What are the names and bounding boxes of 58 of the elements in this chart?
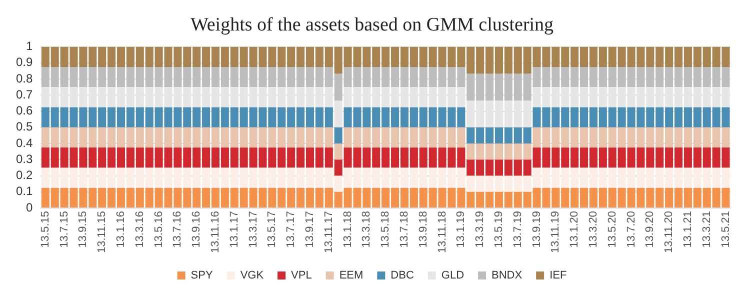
x-tick-label: 13.9.16 <box>190 211 203 248</box>
x-tick-label: 13.7.16 <box>172 211 184 248</box>
x-tick-label: 13.11.15 <box>96 211 108 254</box>
x-tick-label: 13.11.20 <box>663 211 676 254</box>
x-tick-label: 13.7.18 <box>398 211 411 248</box>
x-tick-label: 13.5.15 <box>39 211 52 248</box>
y-tick-label: 0.2 <box>16 168 33 182</box>
x-tick-label: 13.1.17 <box>228 211 240 248</box>
x-tick-label: 13.9.19 <box>530 211 543 248</box>
x-tick-label: 13.5.16 <box>152 211 165 248</box>
x-tick-label: 13.1.20 <box>568 211 581 248</box>
x-tick-label: 13.9.20 <box>644 211 656 248</box>
x-tick-label: 13.5.18 <box>380 211 392 248</box>
legend-label: IEF <box>550 270 567 282</box>
x-tick-label: 13.3.17 <box>247 211 260 248</box>
legend-label: SPY <box>190 270 214 282</box>
x-tick-label: 13.11.19 <box>550 211 562 254</box>
y-tick-label: 0.8 <box>16 71 33 86</box>
x-tick-label: 13.3.18 <box>360 211 373 248</box>
y-tick-label: 0.9 <box>16 55 33 70</box>
y-tick-label: 0.6 <box>16 104 33 118</box>
chart-title: Weights of the assets based on GMM clustering <box>190 14 554 36</box>
legend-label: GLD <box>441 270 464 282</box>
y-tick-label: 0.1 <box>16 184 33 198</box>
y-tick-label: 0.5 <box>16 120 33 134</box>
x-tick-label: 13.11.17 <box>322 211 335 254</box>
x-tick-label: 13.9.15 <box>77 211 90 248</box>
x-tick-label: 13.1.16 <box>115 211 128 248</box>
y-tick-label: 0.4 <box>16 136 33 150</box>
legend-label: BNDX <box>492 270 523 282</box>
x-tick-label: 13.3.20 <box>588 211 600 248</box>
y-tick-label: 0.7 <box>16 87 33 102</box>
x-tick-label: 13.9.18 <box>417 211 430 248</box>
x-tick-label: 13.11.16 <box>210 211 222 254</box>
bar <box>334 127 342 144</box>
x-tick-label: 13.5.21 <box>720 211 732 248</box>
x-tick-label: 13.7.17 <box>285 211 298 248</box>
x-tick-label: 13.7.20 <box>625 211 638 248</box>
x-tick-label: 13.5.19 <box>493 211 506 248</box>
x-tick-label: 13.7.19 <box>512 211 524 248</box>
y-tick-label: 0 <box>26 200 33 214</box>
x-tick-label: 13.11.18 <box>436 211 448 254</box>
x-tick-label: 13.7.15 <box>58 211 70 248</box>
x-tick-label: 13.3.21 <box>700 211 713 248</box>
legend-label: VGK <box>240 270 264 282</box>
legend-label: DBC <box>390 270 414 282</box>
x-tick-label: 13.3.16 <box>134 211 146 248</box>
legend-label: VPL <box>291 270 312 282</box>
x-tick-label: 13.3.19 <box>474 211 486 248</box>
x-tick-label: 13.1.19 <box>455 211 468 248</box>
x-tick-label: 13.1.18 <box>342 211 354 248</box>
y-tick-label: 1 <box>26 39 33 54</box>
x-tick-label: 13.5.20 <box>606 211 618 248</box>
legend-label: EEM <box>339 270 364 282</box>
x-tick-label: 13.1.21 <box>682 211 694 248</box>
x-tick-label: 13.5.17 <box>266 211 278 248</box>
y-tick-label: 0.3 <box>16 152 33 166</box>
x-tick-label: 13.9.17 <box>304 211 316 248</box>
